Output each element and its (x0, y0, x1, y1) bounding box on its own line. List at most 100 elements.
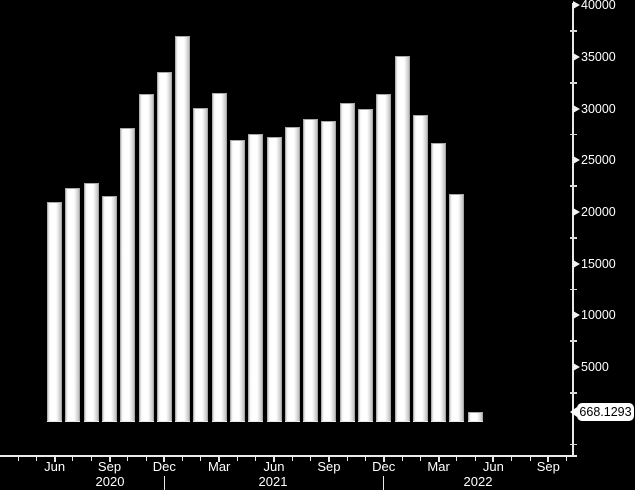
x-axis-line (0, 455, 577, 457)
bar (321, 121, 337, 422)
bar (376, 94, 392, 422)
y-minor-tick (570, 340, 577, 342)
x-month-tick (566, 457, 568, 461)
x-quarter-tick (53, 457, 56, 462)
x-month-tick (346, 457, 348, 461)
bar (175, 36, 191, 422)
y-tick-label: 15000 (581, 256, 616, 271)
bar (266, 136, 282, 422)
x-tick-label: Dec (152, 459, 176, 474)
bar (120, 128, 136, 422)
y-tick-label: 5000 (581, 359, 609, 374)
x-month-tick (90, 457, 92, 461)
x-month-tick (35, 457, 37, 461)
year-label: 2020 (95, 474, 125, 489)
y-tick-label: 10000 (581, 308, 616, 323)
bar (248, 134, 264, 422)
y-minor-tick (570, 82, 577, 84)
y-axis-line (572, 3, 574, 457)
x-month-tick (529, 457, 531, 461)
y-minor-tick (570, 237, 577, 239)
y-minor-tick (570, 392, 577, 394)
y-major-tick-icon (573, 52, 580, 61)
x-month-tick (511, 457, 513, 461)
bar (394, 55, 410, 422)
x-month-tick (72, 457, 74, 461)
x-month-tick (182, 457, 184, 461)
x-month-tick (419, 457, 421, 461)
y-minor-tick (570, 443, 577, 446)
y-major-tick-icon (573, 156, 580, 165)
last-value-badge: 668.1293 (577, 403, 634, 421)
x-month-tick (364, 457, 366, 461)
y-tick-label: 30000 (581, 101, 616, 116)
x-tick-label: Sep (317, 459, 341, 474)
x-tick-label: Dec (372, 459, 396, 474)
bar (229, 139, 245, 422)
y-major-tick-icon (573, 362, 580, 371)
x-month-tick (200, 457, 202, 461)
y-major-tick-icon (573, 259, 580, 268)
year-label: 2022 (463, 474, 493, 489)
x-tick-label: Jun (44, 459, 66, 474)
x-tick-label: Sep (536, 459, 560, 474)
x-tick-label: Jun (263, 459, 285, 474)
x-month-tick (310, 457, 312, 461)
bar (303, 118, 319, 422)
y-tick-label: 40000 (581, 0, 616, 13)
year-separator (383, 476, 384, 490)
x-month-tick (236, 457, 238, 461)
x-month-tick (145, 457, 147, 461)
x-month-tick (255, 457, 257, 461)
bar (156, 72, 172, 422)
x-tick-label: Mar (207, 459, 231, 474)
y-major-tick-icon (573, 207, 580, 216)
bar (102, 196, 117, 422)
x-month-tick (401, 457, 403, 461)
x-month-tick (291, 457, 293, 461)
bar (449, 194, 465, 422)
y-tick-label: 20000 (581, 204, 616, 219)
bar (65, 188, 81, 422)
y-tick-label: 25000 (581, 153, 616, 168)
x-quarter-tick (547, 457, 550, 462)
year-separator (163, 476, 165, 490)
x-quarter-tick (382, 457, 385, 462)
y-minor-tick (570, 185, 577, 187)
x-quarter-tick (163, 457, 166, 462)
bar (467, 411, 483, 422)
year-label: 2021 (258, 474, 288, 489)
bar (412, 114, 428, 422)
x-quarter-tick (437, 457, 440, 462)
y-major-tick-icon (573, 1, 580, 10)
x-month-tick (456, 457, 458, 461)
bar (357, 108, 373, 422)
bar (431, 142, 447, 422)
x-quarter-tick (327, 457, 330, 462)
bar (138, 94, 154, 422)
x-month-tick (474, 457, 476, 461)
x-month-tick (127, 457, 129, 461)
y-minor-tick (570, 30, 577, 32)
bar (284, 127, 300, 422)
y-tick-label: 35000 (581, 49, 616, 64)
bar (83, 183, 99, 422)
bar (339, 103, 355, 422)
bar (47, 201, 63, 422)
y-minor-tick (570, 288, 577, 291)
x-month-tick (17, 457, 19, 461)
x-quarter-tick (218, 457, 221, 462)
x-quarter-tick (273, 457, 275, 462)
x-quarter-tick (492, 457, 495, 462)
bar (193, 107, 209, 422)
x-quarter-tick (108, 457, 111, 462)
y-minor-tick (570, 133, 577, 136)
x-tick-label: Sep (97, 459, 122, 474)
y-major-tick-icon (573, 104, 580, 113)
bar (211, 93, 227, 422)
x-tick-label: Mar (427, 459, 450, 474)
